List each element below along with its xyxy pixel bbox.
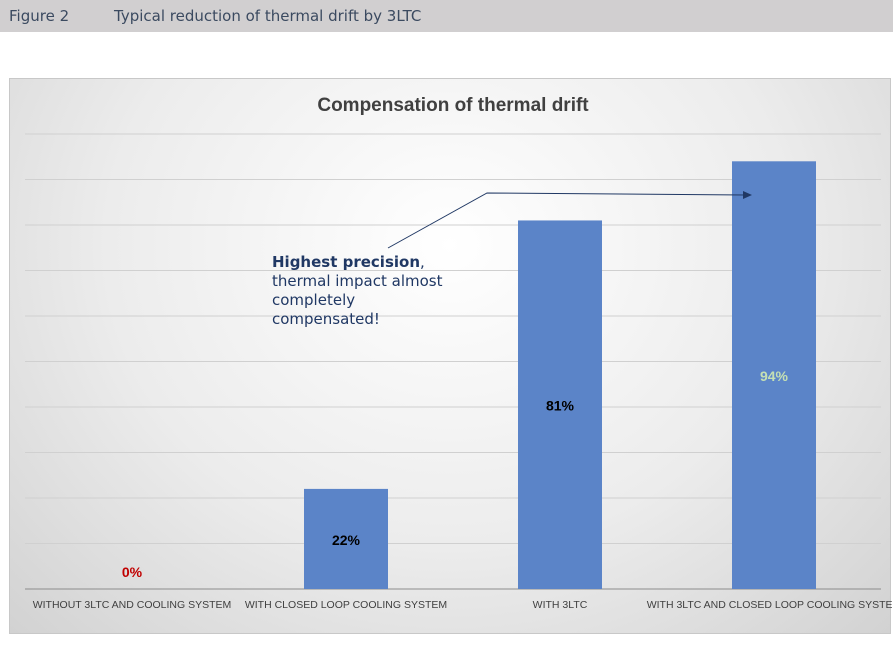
figure-number: Figure 2 (9, 7, 70, 25)
data-label: 0% (122, 564, 143, 580)
chart-frame: Compensation of thermal drift 0% WITHOUT 3… (9, 78, 892, 634)
x-tick-label: WITH CLOSED LOOP COOLING SYSTEM (245, 599, 447, 611)
figure-caption: Figure 2 Typical reduction of thermal dr… (0, 0, 893, 32)
chart-title: Compensation of thermal drift (317, 95, 589, 116)
bar (732, 161, 816, 590)
annotation-arrow (387, 192, 746, 249)
x-tick-label: WITH 3LTC AND CLOSED LOOP COOLING SYSTEM (647, 599, 892, 611)
data-label: 81% (546, 398, 575, 414)
x-tick-label: WITHOUT 3LTC AND COOLING SYSTEM (33, 599, 232, 611)
data-label: 94% (760, 368, 789, 384)
data-label: 22% (332, 532, 361, 548)
bar (518, 220, 602, 589)
arrowhead-icon (743, 191, 752, 199)
bar-chart: Compensation of thermal drift 0% WITHOUT 3… (25, 95, 892, 611)
bar (304, 488, 388, 589)
figure-title: Typical reduction of thermal drift by 3L… (114, 7, 422, 25)
annotation-text: Highest precision, thermal impact almost c… (272, 253, 443, 328)
x-tick-label: WITH 3LTC (533, 599, 588, 611)
